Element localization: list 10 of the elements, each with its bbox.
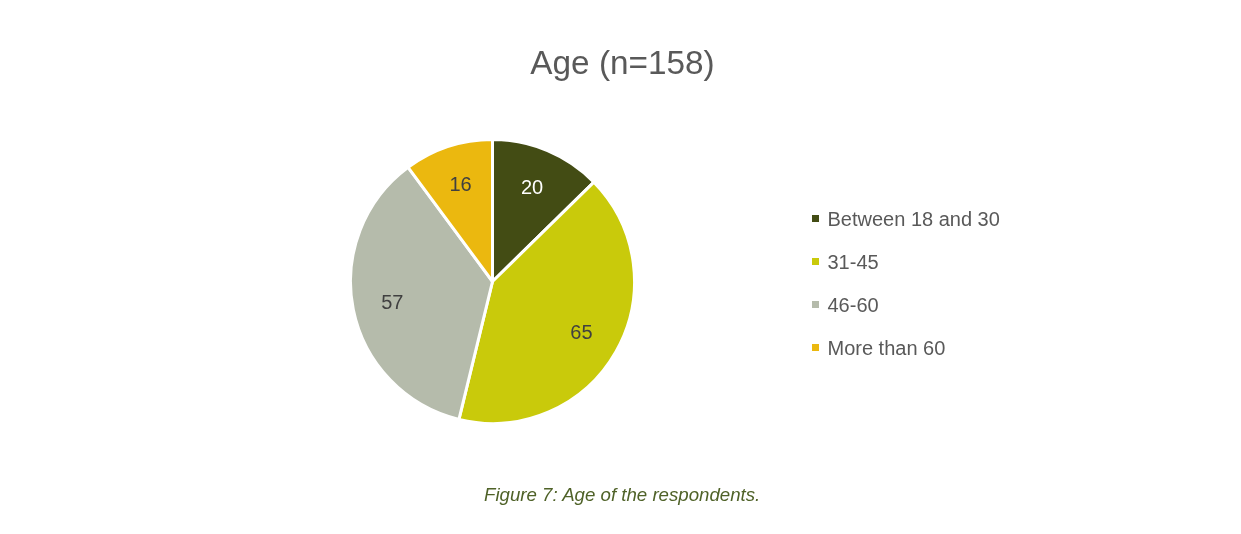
data-label: 20 (520, 176, 544, 199)
data-label: 16 (449, 173, 472, 196)
legend-label: More than 60 (827, 336, 946, 359)
legend-label: Between 18 and 30 (827, 207, 1000, 230)
legend-label: 46-60 (827, 293, 879, 316)
data-label: 65 (570, 321, 593, 344)
data-label: 57 (381, 290, 404, 313)
chart-title: Age (n=158) (530, 44, 715, 81)
caption: Figure 7: Age of the respondents. (484, 484, 761, 505)
legend-label: 31-45 (827, 250, 879, 273)
